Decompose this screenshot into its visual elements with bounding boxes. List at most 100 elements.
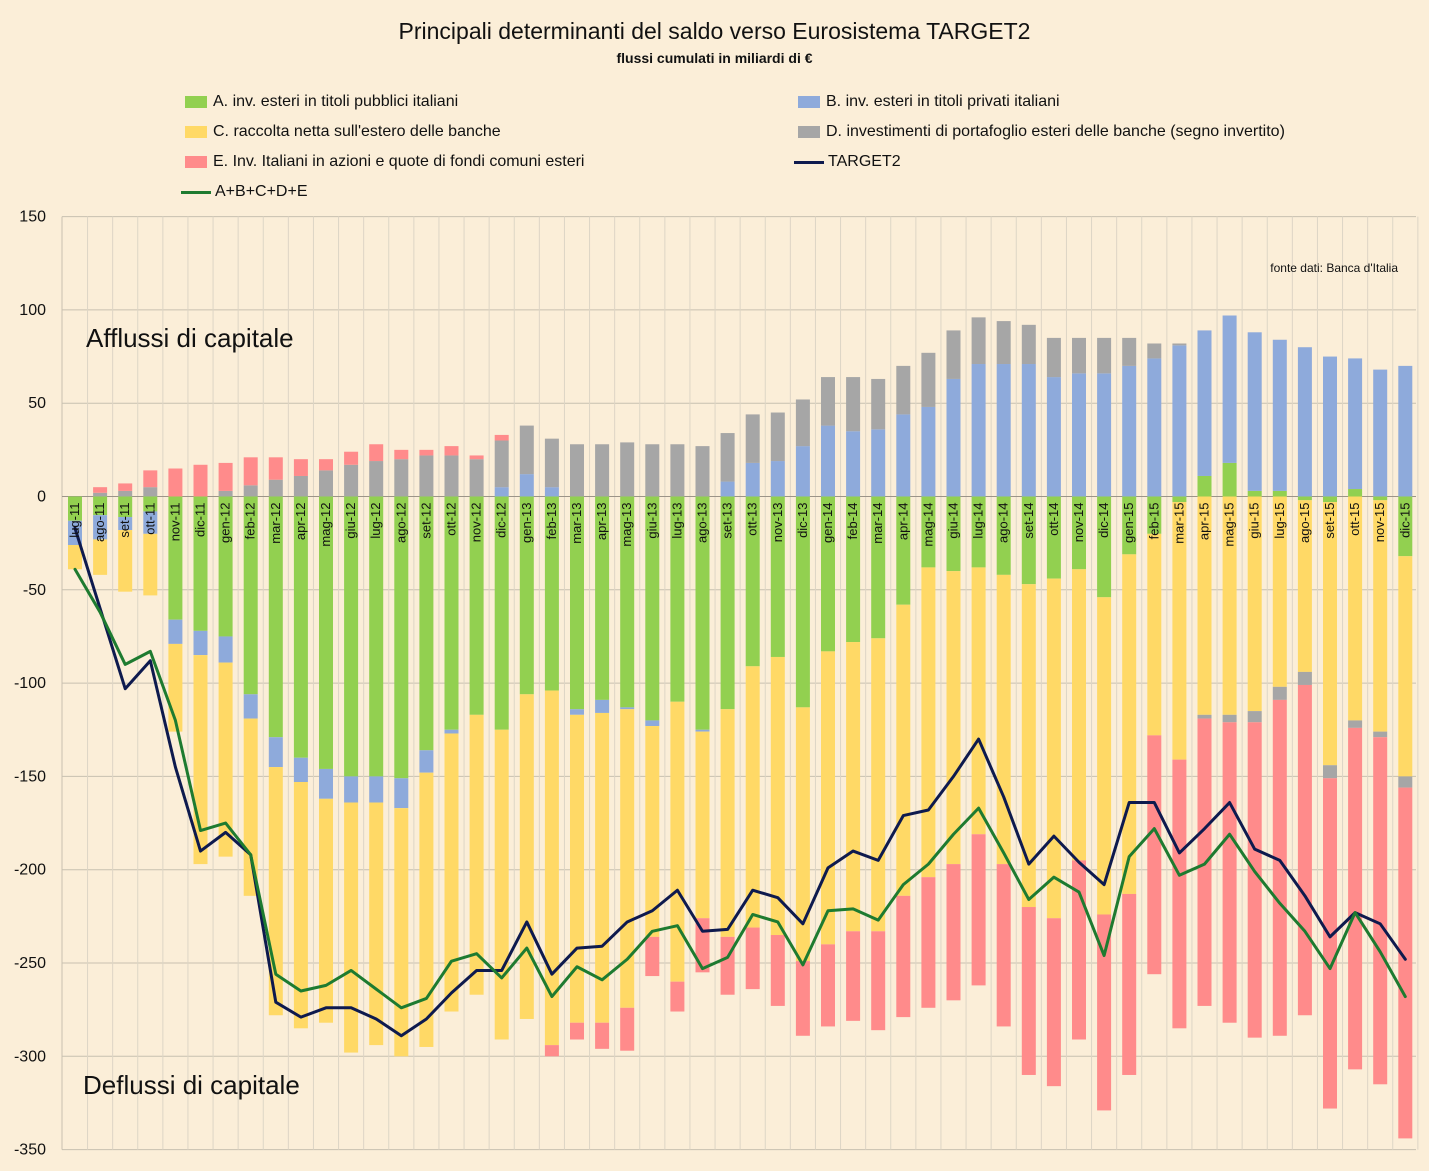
bar-segment [1272, 699, 1287, 1036]
bar-segment [494, 434, 509, 441]
bar-segment [871, 429, 886, 497]
x-tick-label: mag-12 [318, 503, 333, 547]
x-tick-label: giu-13 [644, 503, 659, 539]
bar-segment [1398, 496, 1413, 557]
bar-segment [1021, 584, 1036, 908]
legend-item-e: E. Inv. Italiani in azioni e quote di fo… [185, 152, 584, 172]
bar-segment [469, 455, 484, 460]
bar-segment [469, 459, 484, 497]
bar-segment [419, 772, 434, 1047]
bar-segment [68, 496, 82, 521]
x-tick-label: set-14 [1021, 503, 1036, 539]
bar-segment [1021, 324, 1036, 365]
x-tick-label: dic-13 [795, 503, 810, 538]
bar-segment [795, 496, 810, 708]
bar-segment [1046, 337, 1061, 378]
bar-segment [369, 802, 384, 1046]
bar-segment [344, 464, 359, 497]
bar-segment [1122, 496, 1137, 555]
chart-subtitle: flussi cumulati in miliardi di € [616, 50, 813, 66]
bar-segment [1122, 365, 1137, 497]
annotation-inflows: Afflussi di capitale [86, 323, 294, 353]
bar-segment [1072, 496, 1086, 570]
x-tick-label: giu-12 [343, 503, 358, 539]
x-tick-label: ott-13 [745, 503, 760, 536]
bar-segment [419, 455, 434, 497]
bar-segment [1172, 496, 1187, 503]
bar-segment [1097, 337, 1112, 374]
bar-segment [319, 496, 333, 769]
bar-segment [921, 352, 936, 407]
x-tick-label: nov-15 [1372, 503, 1387, 543]
bar-segment [971, 834, 986, 986]
bar-segment [1197, 496, 1212, 715]
x-tick-label: ott-12 [444, 503, 459, 536]
bar-segment [1072, 860, 1086, 1040]
bar-segment [1398, 776, 1413, 788]
bar-segment [570, 496, 584, 710]
bar-segment [243, 694, 258, 719]
bar-segment [1147, 358, 1162, 497]
bar-segment [494, 440, 509, 488]
bar-segment [218, 662, 233, 857]
bar-segment [394, 778, 409, 809]
bar-segment [1021, 907, 1036, 1075]
bar-segment [1021, 364, 1036, 497]
bar-segment [846, 496, 861, 643]
bar-segment [645, 720, 660, 727]
x-tick-label: mar-15 [1171, 503, 1186, 544]
bar-segment [494, 487, 509, 497]
bar-segment [1197, 330, 1212, 476]
bar-segment [519, 694, 534, 1019]
bar-segment [846, 642, 861, 932]
bar-segment [946, 864, 961, 1001]
bar-segment [896, 365, 911, 415]
bar-segment [720, 936, 735, 995]
bar-segment [93, 496, 108, 516]
bar-segment [1222, 722, 1237, 1023]
bar-segment [444, 455, 459, 497]
bar-segment [1323, 778, 1337, 1109]
bar-segment [1297, 496, 1312, 501]
bar-segment [293, 459, 308, 476]
y-tick-label: -350 [14, 1142, 46, 1159]
x-tick-label: dic-11 [193, 503, 208, 537]
x-tick-label: nov-13 [770, 503, 785, 543]
bar-segment [695, 918, 710, 973]
bar-segment [846, 431, 861, 497]
x-tick-label: mag-15 [1222, 503, 1237, 547]
bar-segment [1072, 569, 1086, 861]
x-tick-label: apr-15 [1197, 503, 1212, 541]
bar-segment [595, 1022, 610, 1049]
x-tick-label: gen-13 [519, 503, 534, 543]
bar-segment [193, 630, 208, 656]
x-tick-label: giu-14 [946, 503, 961, 539]
x-tick-label: ago-15 [1297, 503, 1312, 543]
bar-segment [1398, 365, 1413, 497]
bar-segment [93, 487, 108, 493]
bar-segment [846, 931, 861, 1021]
bar-segment [1021, 496, 1036, 585]
bar-segment [1097, 914, 1112, 1111]
x-tick-label: lug-11 [67, 503, 82, 538]
x-tick-label: ott-15 [1347, 503, 1362, 536]
bar-segment [319, 768, 333, 799]
bar-segment [143, 487, 158, 497]
bar-segment [544, 438, 559, 488]
bar-segment [544, 1045, 559, 1057]
bar-segment [971, 364, 986, 497]
x-tick-label: set-15 [1322, 503, 1337, 539]
bar-segment [1222, 315, 1237, 463]
bar-segment [1147, 735, 1162, 975]
bar-segment [645, 444, 660, 497]
bar-segment [821, 425, 835, 497]
bar-segment [118, 483, 133, 491]
bar-segment [1373, 496, 1388, 501]
x-tick-label: gen-14 [820, 503, 835, 543]
x-tick-label: mar-12 [268, 503, 283, 544]
bar-segment [846, 377, 861, 432]
legend-item-sum: A+B+C+D+E [181, 182, 308, 202]
legend-label-d: D. investimenti di portafoglio esteri de… [826, 123, 1285, 140]
x-tick-label: gen-15 [1121, 503, 1136, 543]
